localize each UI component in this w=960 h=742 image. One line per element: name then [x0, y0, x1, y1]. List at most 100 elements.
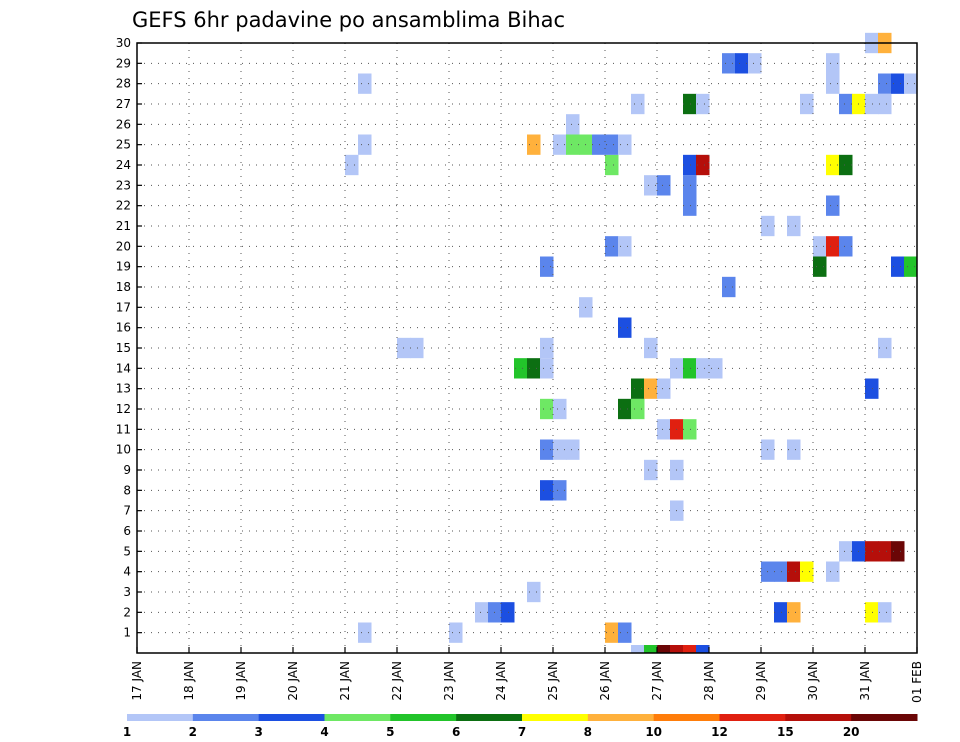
y-axis: 1234567891011121314151617181920212223242…	[116, 36, 142, 640]
precip-cell	[410, 337, 424, 359]
x-tick-label: 26 JAN	[598, 661, 612, 701]
x-tick-label: 25 JAN	[546, 661, 560, 701]
precip-cell	[657, 378, 671, 399]
colorbar-label: 7	[518, 725, 526, 739]
y-tick-label: 12	[116, 402, 131, 416]
y-tick-label: 20	[116, 239, 131, 253]
x-axis: 17 JAN 18 JAN 19 JAN 20 JAN 21 JAN 22 JAN 23 J…	[130, 647, 924, 703]
colorbar-label: 12	[711, 725, 728, 739]
precip-cell	[826, 195, 840, 216]
precip-cell	[891, 73, 905, 94]
precip-cell	[618, 398, 632, 420]
precip-cell	[449, 622, 463, 643]
colorbar-swatch	[390, 714, 457, 721]
y-tick-label: 24	[116, 158, 131, 172]
precip-cell	[683, 175, 697, 196]
precip-cell	[878, 73, 892, 94]
precip-cell	[657, 419, 671, 440]
colorbar: 1 2 3 4 5 6 7 8 10 12 15 20	[123, 714, 918, 739]
precip-cell	[605, 622, 619, 643]
colorbar-swatch	[653, 714, 720, 721]
precip-cell	[696, 645, 710, 653]
y-tick-label: 26	[116, 117, 131, 131]
precip-cell	[748, 53, 762, 74]
precip-cell	[566, 114, 580, 135]
precip-cell	[540, 358, 554, 379]
x-tick-label: 24 JAN	[494, 661, 508, 701]
precip-cell	[683, 358, 697, 379]
precip-cell	[839, 154, 853, 176]
precip-cell	[358, 622, 372, 643]
colorbar-label: 8	[584, 725, 592, 739]
y-tick-label: 17	[116, 300, 131, 314]
colorbar-label: 4	[320, 725, 328, 739]
precip-cell	[696, 358, 710, 379]
x-tick-label: 27 JAN	[650, 661, 664, 701]
x-tick-label: 17 JAN	[130, 661, 144, 701]
precip-cell	[540, 480, 554, 501]
precip-cell	[774, 602, 788, 623]
y-tick-label: 8	[123, 483, 131, 497]
precip-cell	[527, 358, 541, 379]
y-tick-label: 22	[116, 199, 131, 213]
precip-cell	[644, 645, 658, 653]
precip-cell	[826, 561, 840, 582]
precip-cell	[865, 378, 879, 399]
precip-cell	[826, 53, 840, 74]
precip-cell	[644, 378, 658, 399]
y-tick-label: 23	[116, 178, 131, 192]
precip-cell	[631, 93, 645, 115]
precip-cell	[800, 561, 814, 582]
precip-cell	[813, 256, 827, 277]
y-tick-label: 10	[116, 443, 131, 457]
y-tick-label: 14	[116, 361, 131, 375]
colorbar-label: 15	[777, 725, 794, 739]
colorbar-swatch	[719, 714, 786, 721]
precip-cell	[540, 256, 554, 277]
precip-cell	[839, 93, 853, 115]
colorbar-swatch	[192, 714, 260, 721]
y-tick-label: 2	[123, 605, 131, 619]
precip-cell	[826, 154, 840, 176]
precip-cell	[345, 154, 359, 176]
precip-cell	[644, 459, 658, 481]
precip-cell	[865, 602, 879, 623]
chart-title: GEFS 6hr padavine po ansamblima Bihac	[132, 8, 565, 32]
x-tick-label: 18 JAN	[182, 661, 196, 701]
colorbar-swatch	[851, 714, 918, 721]
precip-cell	[657, 645, 671, 653]
colorbar-label: 3	[254, 725, 262, 739]
colorbar-label: 1	[123, 725, 131, 739]
precip-cell	[865, 93, 879, 115]
precip-cell	[722, 53, 736, 74]
x-tick-label: 20 JAN	[286, 661, 300, 701]
y-tick-label: 28	[116, 77, 131, 91]
precip-cell	[826, 73, 840, 94]
precip-cell	[696, 154, 710, 176]
precip-cell	[787, 561, 801, 582]
precip-cell	[826, 236, 840, 257]
colorbar-label: 5	[386, 725, 394, 739]
precip-cell	[358, 73, 372, 94]
precip-cell	[553, 480, 567, 501]
precip-cell	[618, 134, 632, 155]
precip-cell	[670, 645, 684, 653]
precip-cell	[722, 276, 736, 298]
y-tick-label: 21	[116, 219, 131, 233]
precip-cell	[696, 93, 710, 115]
y-tick-label: 18	[116, 280, 131, 294]
precip-cell	[618, 622, 632, 643]
precip-cell	[618, 317, 632, 338]
precip-cell	[683, 645, 697, 653]
precip-cell	[839, 541, 853, 562]
y-tick-label: 7	[123, 504, 131, 518]
precip-cell	[358, 134, 372, 155]
y-tick-label: 6	[123, 524, 131, 538]
precip-cell	[709, 358, 723, 379]
x-tick-label: 31 JAN	[858, 661, 872, 701]
y-tick-label: 1	[123, 626, 131, 640]
precip-cell	[644, 175, 658, 196]
precip-cell	[839, 236, 853, 257]
x-tick-label: 28 JAN	[702, 661, 716, 701]
